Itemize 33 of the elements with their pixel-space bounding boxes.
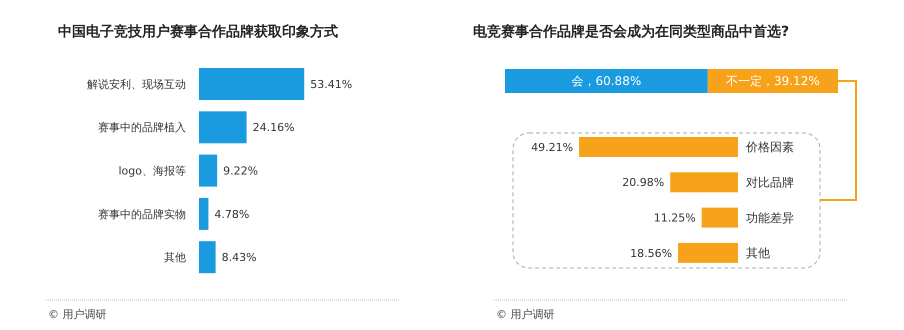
y-tick-label: 其他 [746, 246, 770, 260]
data-label: 11.25% [654, 211, 696, 224]
chart-title: 电竞赛事合作品牌是否会成为在同类型商品中首选? [473, 23, 790, 40]
data-label: 4.78% [214, 208, 250, 221]
y-tick-label: 赛事中的品牌植入 [98, 121, 186, 134]
bar [199, 68, 304, 100]
y-tick-label: logo、海报等 [118, 164, 186, 178]
y-tick-label: 功能差异 [746, 210, 794, 225]
y-tick-label: 价格因素 [745, 140, 794, 154]
bar [670, 172, 738, 192]
data-label: 53.41% [310, 78, 352, 91]
chart-title: 中国电子竞技用户赛事合作品牌获取印象方式 [58, 23, 338, 40]
data-label: 24.16% [252, 121, 295, 134]
y-tick-label: 对比品牌 [746, 176, 794, 190]
text: © 用户调研 [496, 308, 554, 321]
y-tick-label: 赛事中的品牌实物 [98, 208, 186, 221]
data-label: 会，60.88% [571, 74, 642, 88]
bar [199, 111, 247, 144]
data-label: 8.43% [222, 251, 257, 264]
bar [199, 198, 208, 230]
bar [579, 137, 738, 157]
bar [199, 241, 216, 274]
data-label: 不一定，39.12% [726, 74, 820, 88]
bar [199, 154, 218, 187]
bar [678, 242, 738, 263]
y-tick-label: 其他 [164, 251, 186, 264]
data-label: 9.22% [223, 164, 258, 178]
data-label: 20.98% [622, 176, 664, 190]
bar [702, 208, 738, 228]
y-tick-label: 解说安利、现场互动 [87, 78, 186, 91]
data-label: 18.56% [630, 246, 672, 260]
data-label: 49.21% [531, 140, 574, 154]
text: © 用户调研 [48, 308, 106, 321]
